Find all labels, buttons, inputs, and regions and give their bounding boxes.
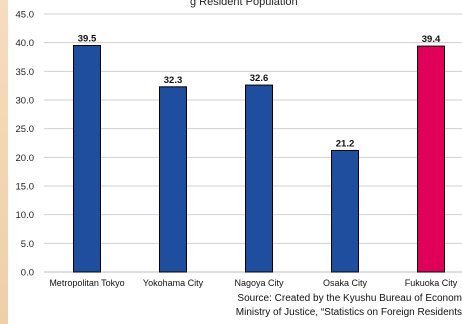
bar [245, 84, 273, 273]
bar [73, 45, 101, 273]
y-tick-label: 40.0 [16, 38, 35, 49]
data-label: 39.5 [78, 34, 97, 45]
x-tick-label: Osaka City [323, 278, 368, 288]
data-label: 21.2 [336, 138, 355, 149]
bar [159, 86, 187, 273]
y-tick-label: 5.0 [21, 239, 34, 250]
side-accent-strip [0, 0, 8, 324]
x-tick-label: Yokohama City [143, 278, 204, 288]
bar [417, 45, 445, 273]
source-note-line-1: Source: Created by the Kyushu Bureau of … [237, 293, 462, 304]
x-tick-label: Metropolitan Tokyo [49, 278, 124, 288]
source-note-line-2: Ministry of Justice, “Statistics on Fore… [235, 307, 462, 318]
chart-title-fragment: g Resident Population [190, 0, 298, 8]
bar-chart: 0.0 5.0 10.0 15.0 20.0 25.0 30.0 35.0 40.0 45.0 39… [16, 10, 462, 288]
data-label: 32.6 [250, 73, 269, 84]
bar [331, 149, 359, 273]
y-tick-label: 45.0 [16, 10, 35, 21]
data-label: 39.4 [422, 34, 441, 45]
y-tick-label: 30.0 [16, 96, 35, 107]
y-tick-label: 35.0 [16, 67, 35, 78]
y-tick-label: 0.0 [21, 268, 34, 279]
y-tick-label: 20.0 [16, 153, 35, 164]
y-tick-label: 10.0 [16, 210, 35, 221]
data-label: 32.3 [164, 75, 183, 86]
y-tick-label: 25.0 [16, 124, 35, 135]
x-tick-label: Nagoya City [234, 278, 284, 288]
y-tick-label: 15.0 [16, 182, 35, 193]
x-tick-label: Fukuoka City [405, 278, 458, 288]
